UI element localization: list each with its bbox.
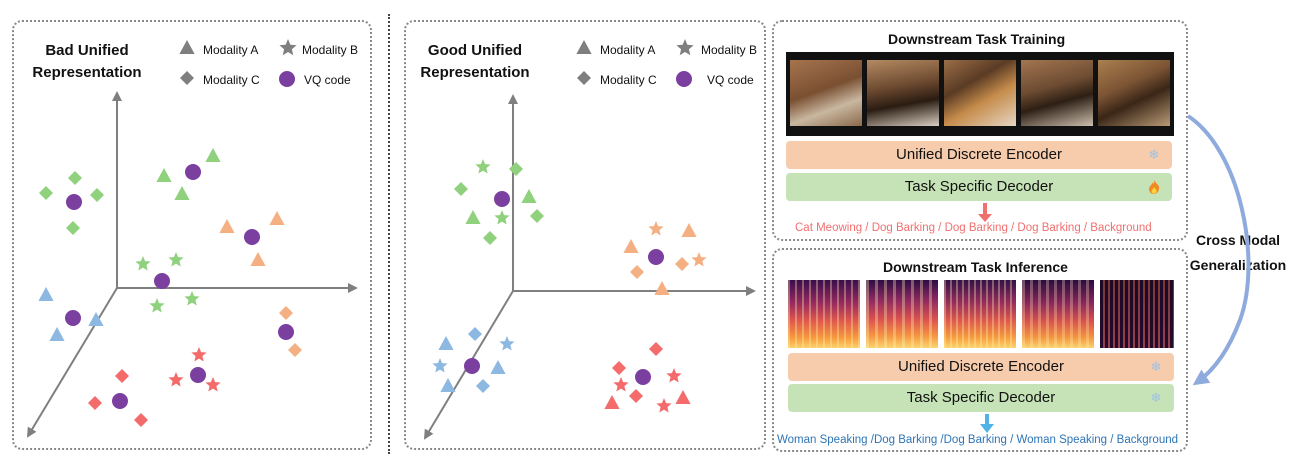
inference-outputs: Woman Speaking /Dog Barking /Dog Barking… — [777, 434, 1179, 446]
legend-modality-c-label: Modality C — [203, 73, 260, 87]
spectrogram — [1022, 280, 1094, 348]
training-encoder-label: Unified Discrete Encoder — [896, 146, 1062, 163]
video-frame — [1098, 60, 1170, 126]
inference-decoder-label: Task Specific Decoder — [906, 389, 1056, 406]
training-encoder-bar: Unified Discrete Encoder ❄ — [786, 141, 1172, 169]
cross-modal-label: Cross Modal Generalization — [1189, 232, 1287, 273]
good-representation-panel — [404, 20, 766, 450]
legend-modality-a-label: Modality A — [600, 43, 656, 57]
spectrogram — [788, 280, 860, 348]
inference-decoder-bar: Task Specific Decoder ❄ — [788, 384, 1174, 412]
fire-icon — [1146, 179, 1162, 195]
video-frame — [1021, 60, 1093, 126]
training-decoder-bar: Task Specific Decoder — [786, 173, 1172, 201]
video-frames-strip — [786, 52, 1174, 136]
spectrogram — [1100, 280, 1174, 348]
legend-modality-a-label: Modality A — [203, 43, 259, 57]
training-decoder-label: Task Specific Decoder — [904, 178, 1054, 195]
inference-encoder-bar: Unified Discrete Encoder ❄ — [788, 353, 1174, 381]
legend-vq-code-label: VQ code — [304, 73, 351, 87]
legend-modality-b-label: Modality B — [701, 43, 758, 57]
legend-modality-c-label: Modality C — [600, 73, 657, 87]
bad-representation-title: Bad Unified Representation — [32, 42, 142, 81]
snowflake-icon: ❄ — [1148, 147, 1160, 162]
section-divider — [388, 14, 390, 454]
spectrogram — [866, 280, 938, 348]
video-frame — [944, 60, 1016, 126]
legend-modality-b-label: Modality B — [302, 43, 359, 57]
training-outputs: Cat Meowing / Dog Barking / Dog Barking … — [795, 222, 1152, 234]
snowflake-icon: ❄ — [1150, 359, 1162, 374]
training-title: Downstream Task Training — [888, 31, 1066, 47]
video-frame — [867, 60, 939, 126]
spectrogram — [944, 280, 1016, 348]
legend-vq-code-label: VQ code — [707, 73, 754, 87]
inference-panel — [772, 248, 1188, 452]
video-frame — [790, 60, 862, 126]
snowflake-icon: ❄ — [1150, 390, 1162, 405]
inference-encoder-label: Unified Discrete Encoder — [898, 358, 1064, 375]
inference-title: Downstream Task Inference — [883, 259, 1068, 275]
spectrogram-strip — [786, 280, 1176, 348]
bad-representation-panel — [12, 20, 372, 450]
good-representation-title: Good Unified Representation — [420, 42, 530, 81]
